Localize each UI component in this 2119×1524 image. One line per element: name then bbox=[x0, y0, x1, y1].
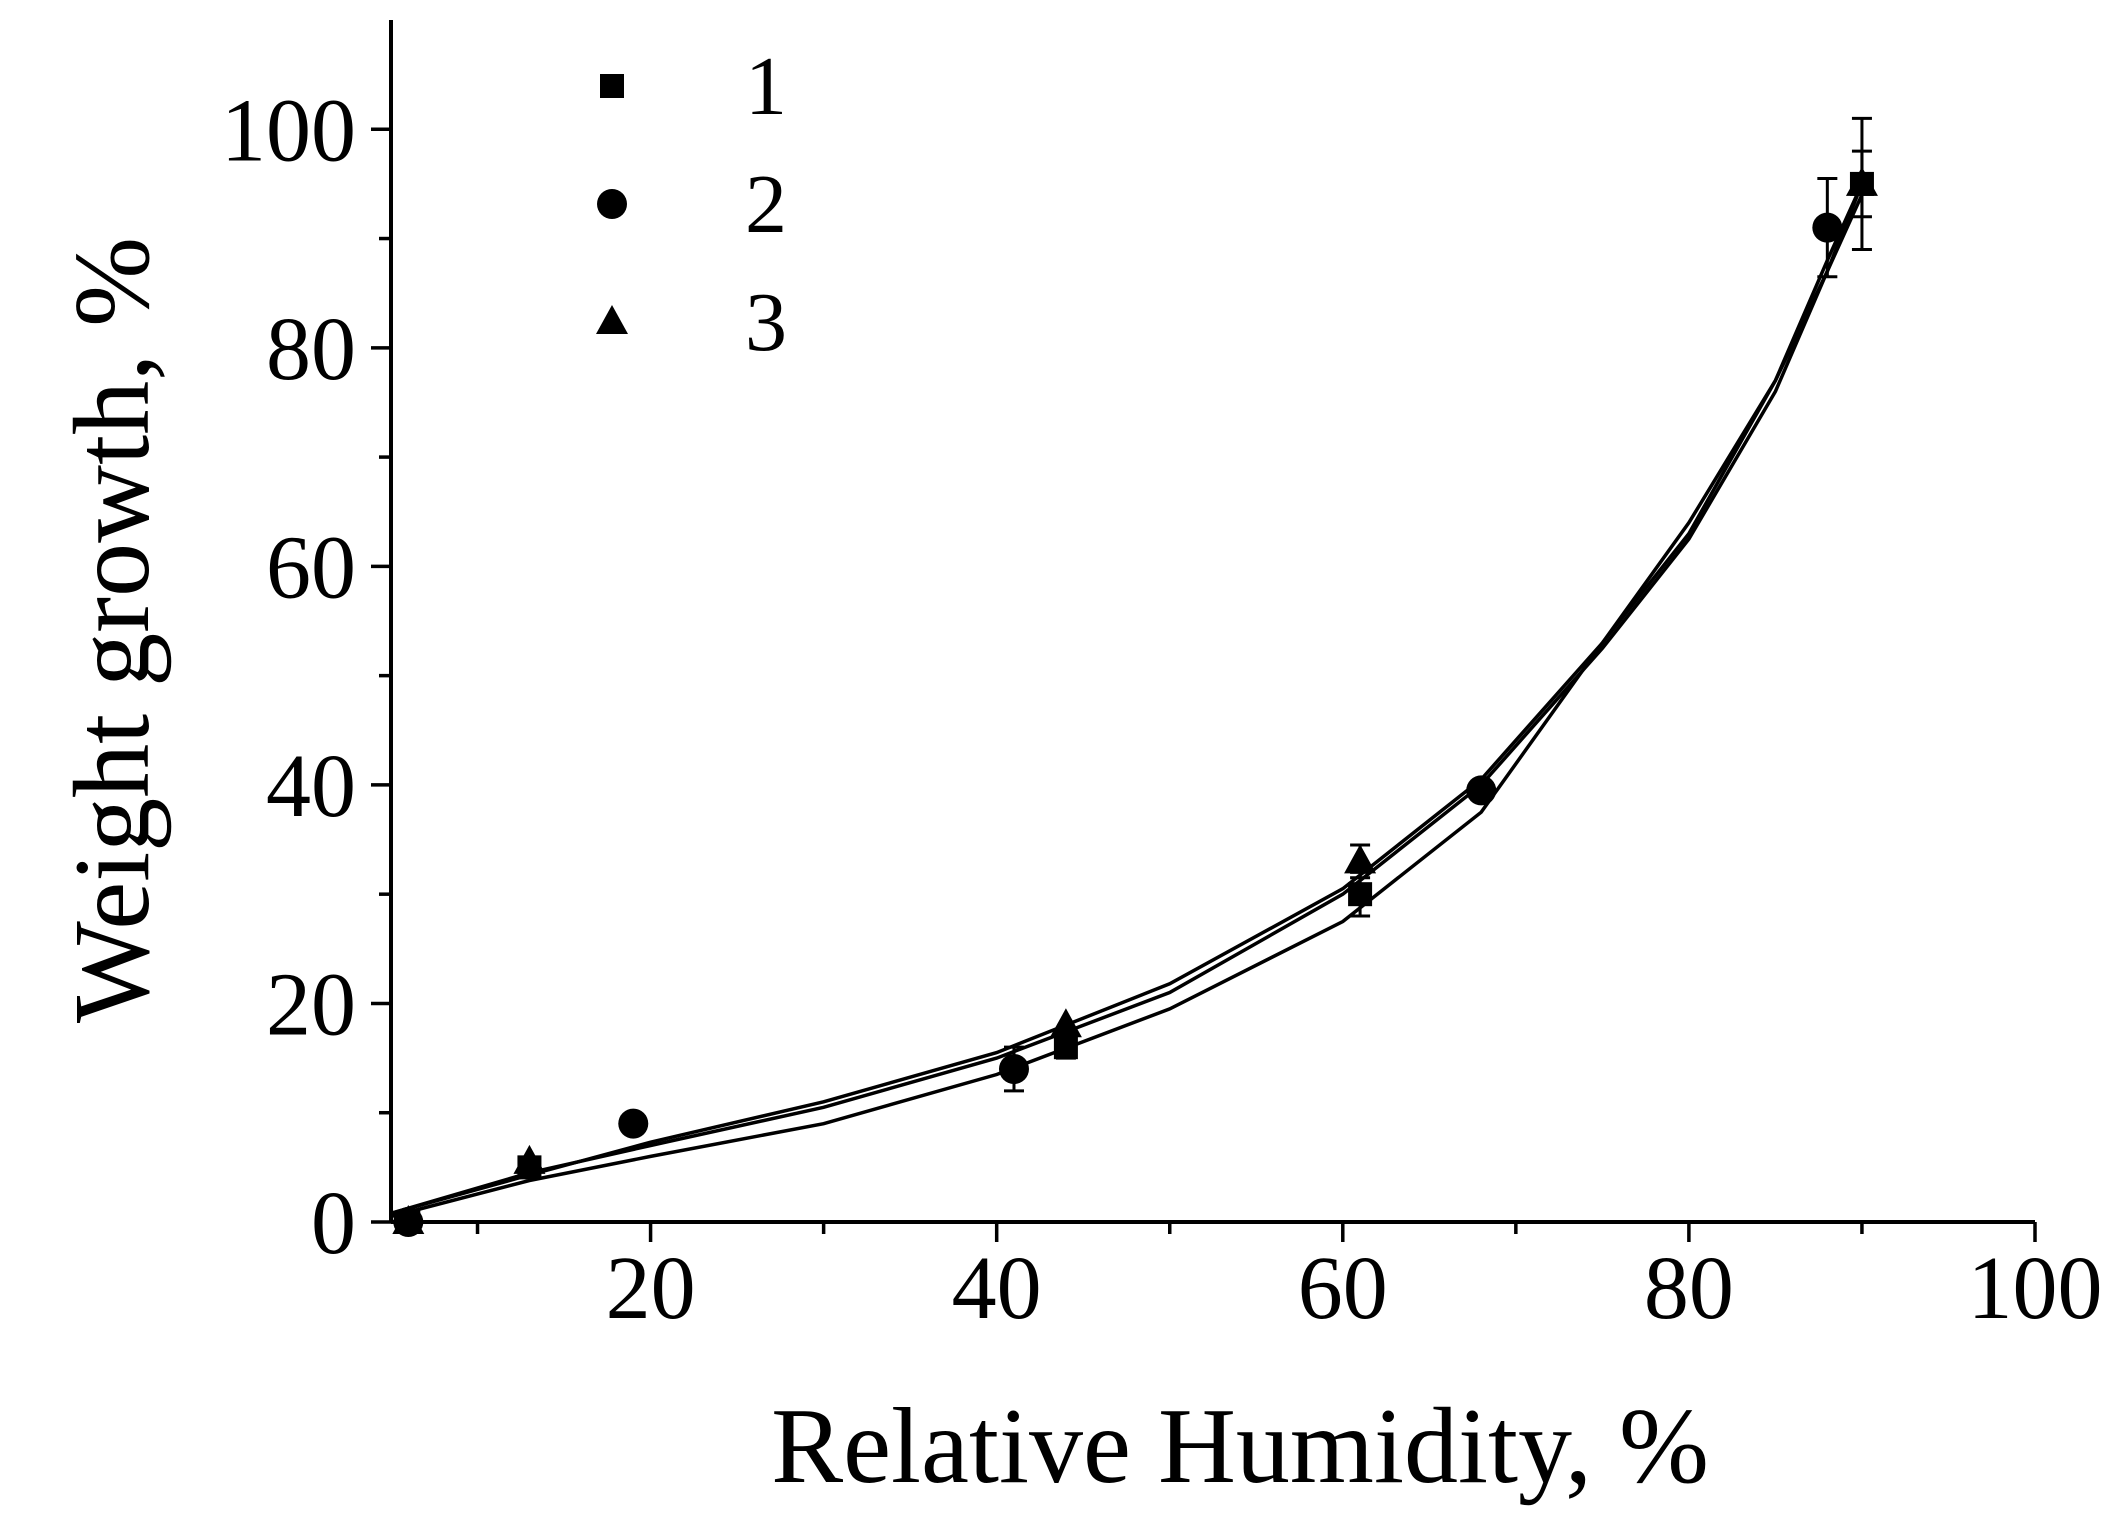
triangle-marker bbox=[392, 1205, 425, 1234]
fit-curves bbox=[390, 183, 1864, 1219]
fit-curve-series-2 bbox=[390, 194, 1864, 1215]
y-tick-label: 20 bbox=[266, 955, 356, 1054]
x-tick-label: 100 bbox=[1968, 1239, 2103, 1338]
y-axis-title: Weight growth, % bbox=[53, 237, 172, 1023]
x-tick-label: 80 bbox=[1644, 1239, 1734, 1338]
data-markers bbox=[392, 166, 1878, 1237]
triangle-marker bbox=[1049, 1008, 1082, 1038]
ticks bbox=[371, 127, 2037, 1242]
axes bbox=[389, 20, 2035, 1224]
legend-circle-symbol bbox=[597, 189, 627, 219]
y-tick-label: 40 bbox=[266, 737, 356, 836]
error-bars bbox=[1003, 116, 1872, 1093]
y-tick-label: 0 bbox=[311, 1174, 356, 1273]
legend: 1 2 3 bbox=[596, 40, 787, 369]
tick-labels: 20 40 60 80 100 0 20 40 60 80 100 bbox=[221, 81, 2103, 1338]
legend-label: 2 bbox=[745, 158, 787, 251]
y-tick-label: 80 bbox=[266, 300, 356, 399]
y-tick-label: 100 bbox=[221, 81, 356, 180]
x-axis-title: Relative Humidity, % bbox=[771, 1387, 1709, 1506]
fit-curve-series-1 bbox=[390, 183, 1864, 1219]
triangle-marker bbox=[513, 1144, 546, 1174]
legend-triangle-symbol bbox=[596, 305, 628, 334]
circle-marker bbox=[998, 1054, 1029, 1085]
legend-label: 1 bbox=[745, 40, 787, 133]
x-tick-label: 60 bbox=[1298, 1239, 1388, 1338]
circle-marker bbox=[1812, 212, 1843, 243]
square-marker bbox=[1053, 1035, 1078, 1060]
x-tick-label: 40 bbox=[952, 1239, 1042, 1338]
legend-label: 3 bbox=[745, 276, 787, 369]
circle-marker bbox=[1466, 775, 1497, 806]
y-tick-label: 60 bbox=[266, 518, 356, 617]
fit-curve-series-3 bbox=[390, 183, 1864, 1215]
circle-marker bbox=[618, 1108, 649, 1139]
x-tick-label: 20 bbox=[606, 1239, 696, 1338]
triangle-marker bbox=[1845, 166, 1878, 196]
square-marker bbox=[1348, 882, 1373, 907]
legend-square-symbol bbox=[600, 74, 624, 98]
triangle-marker bbox=[1344, 844, 1377, 874]
